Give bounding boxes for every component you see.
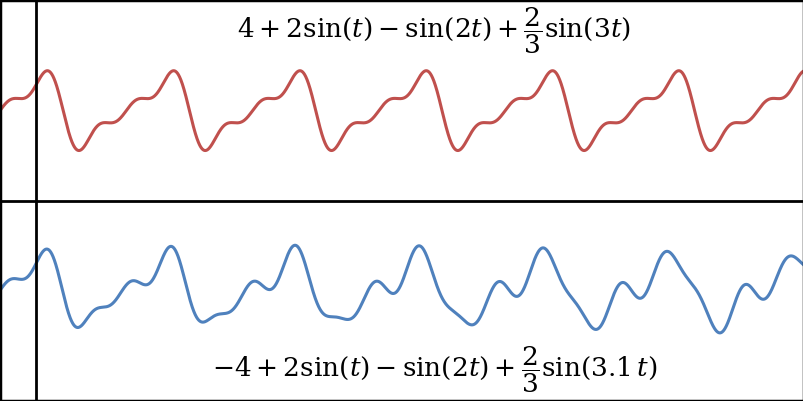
Text: $4 + 2\sin(t) - \sin(2t) + \dfrac{2}{3}\sin(3t)$: $4 + 2\sin(t) - \sin(2t) + \dfrac{2}{3}\… xyxy=(237,6,630,56)
Text: $-4 + 2\sin(t) - \sin(2t) + \dfrac{2}{3}\sin(3.1\,t)$: $-4 + 2\sin(t) - \sin(2t) + \dfrac{2}{3}… xyxy=(211,345,656,395)
